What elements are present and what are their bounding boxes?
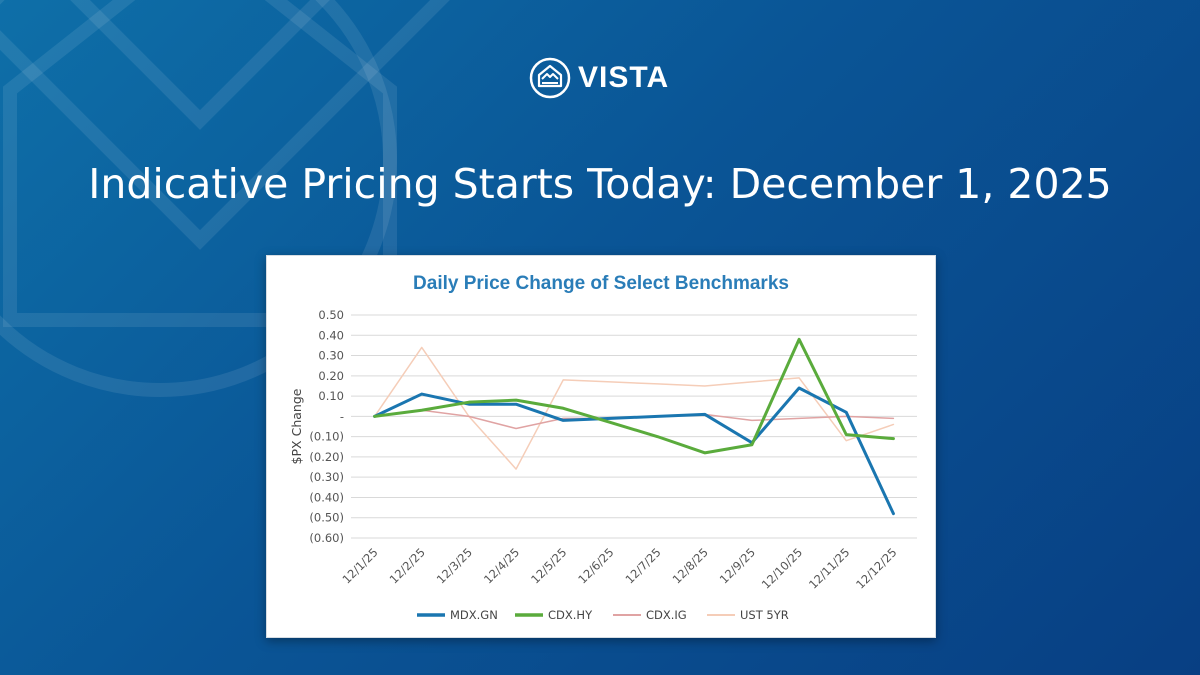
y-tick-label: (0.40) (309, 490, 344, 504)
x-tick-label: 12/7/25 (622, 545, 663, 586)
y-tick-label: 0.40 (318, 328, 344, 342)
y-axis-label: $PX Change (289, 388, 304, 464)
legend-label: CDX.HY (548, 608, 593, 622)
x-tick-label: 12/2/25 (387, 545, 428, 586)
y-tick-label: - (340, 409, 344, 423)
y-tick-label: (0.10) (309, 430, 344, 444)
house-logo-icon (529, 57, 571, 99)
y-tick-label: (0.60) (309, 531, 344, 545)
y-tick-label: (0.30) (309, 470, 344, 484)
y-tick-label: 0.10 (318, 389, 344, 403)
x-tick-label: 12/3/25 (434, 545, 475, 586)
x-tick-label: 12/9/25 (717, 545, 758, 586)
series-line-cdx-hy (373, 337, 895, 455)
y-tick-label: 0.50 (318, 308, 344, 322)
x-tick-label: 12/11/25 (806, 545, 852, 591)
brand-name: VISTA (578, 61, 670, 94)
x-tick-label: 12/8/25 (670, 545, 711, 586)
x-tick-label: 12/4/25 (481, 545, 522, 586)
y-tick-label: (0.20) (309, 450, 344, 464)
x-tick-label: 12/12/25 (853, 545, 899, 591)
series-line-cdx-ig (373, 409, 895, 430)
legend-label: CDX.IG (646, 608, 687, 622)
vista-logo: VISTA (528, 56, 669, 100)
x-tick-label: 12/10/25 (759, 545, 805, 591)
chart-card: Daily Price Change of Select Benchmarks 0… (266, 255, 936, 638)
series-line-ust-5yr (373, 346, 895, 470)
x-tick-label: 12/5/25 (528, 545, 569, 586)
series-line-mdx-gn (373, 386, 895, 516)
y-tick-label: 0.20 (318, 369, 344, 383)
chart-title: Daily Price Change of Select Benchmarks (413, 273, 789, 294)
legend-label: MDX.GN (450, 608, 498, 622)
page-headline: Indicative Pricing Starts Today: Decembe… (88, 160, 1112, 208)
price-change-chart: Daily Price Change of Select Benchmarks 0… (289, 273, 917, 622)
y-tick-label: (0.50) (309, 511, 344, 525)
x-tick-label: 12/6/25 (575, 545, 616, 586)
x-tick-label: 12/1/25 (339, 545, 380, 586)
y-tick-label: 0.30 (318, 349, 344, 363)
legend-label: UST 5YR (740, 608, 789, 622)
